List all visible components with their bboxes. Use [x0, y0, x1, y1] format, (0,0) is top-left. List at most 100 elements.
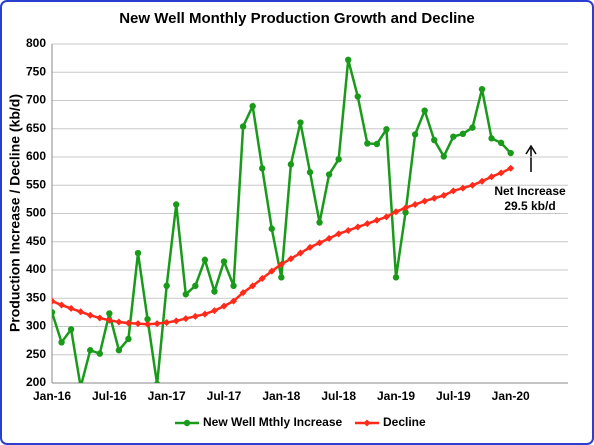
point	[363, 419, 371, 427]
point	[469, 124, 476, 131]
point	[440, 191, 448, 199]
y-tick-label: 500	[26, 206, 46, 220]
chart-title: New Well Monthly Production Growth and D…	[119, 10, 475, 27]
x-tick-label: Jan-16	[33, 389, 71, 403]
point	[488, 173, 496, 181]
point	[345, 56, 352, 64]
point	[421, 197, 429, 205]
point	[58, 339, 65, 346]
point	[96, 314, 104, 322]
point	[230, 282, 237, 290]
point	[182, 291, 189, 298]
point	[497, 169, 505, 177]
point	[268, 267, 276, 275]
point	[325, 234, 333, 242]
point	[411, 131, 419, 138]
point	[364, 140, 371, 147]
point	[154, 380, 161, 383]
y-tick-label: 400	[26, 262, 46, 276]
point	[192, 282, 199, 290]
point	[373, 216, 381, 224]
point	[507, 149, 514, 157]
point	[58, 301, 66, 309]
point	[402, 209, 409, 216]
x-tick-label: Jul-17	[207, 389, 242, 403]
point	[363, 220, 371, 228]
point	[507, 164, 515, 172]
point	[144, 315, 151, 323]
y-tick-label: 550	[26, 177, 46, 191]
point	[459, 184, 467, 192]
point	[115, 347, 123, 354]
point	[354, 223, 362, 231]
point	[392, 208, 400, 216]
point	[220, 302, 228, 310]
point	[440, 153, 447, 160]
point	[497, 139, 505, 147]
point	[449, 187, 457, 195]
point	[172, 317, 180, 325]
point	[392, 274, 400, 281]
point	[277, 260, 285, 268]
y-tick-label: 300	[26, 319, 46, 333]
point	[430, 194, 438, 202]
y-tick-label: 800	[26, 36, 46, 50]
y-tick-label: 600	[26, 149, 46, 163]
point	[411, 200, 419, 208]
point	[259, 165, 266, 172]
point	[124, 319, 132, 327]
point	[297, 119, 304, 126]
point	[239, 123, 247, 130]
y-tick-label: 450	[26, 234, 46, 248]
y-tick-label: 750	[26, 64, 46, 78]
point	[230, 297, 238, 305]
point	[201, 310, 209, 318]
point	[325, 171, 333, 178]
plot-area	[52, 56, 515, 383]
point	[306, 243, 314, 251]
x-tick-label: Jul-16	[92, 389, 127, 403]
point	[87, 347, 94, 354]
x-tick-label: Jul-19	[436, 389, 471, 403]
point	[77, 308, 85, 316]
point	[210, 307, 218, 315]
y-axis-label: Production Increase / Decline (kb/d)	[7, 94, 23, 332]
point	[106, 310, 113, 317]
point	[144, 320, 152, 328]
point	[335, 156, 342, 163]
point	[468, 181, 476, 189]
point	[183, 419, 191, 427]
point	[402, 204, 410, 212]
point	[191, 312, 199, 320]
point	[163, 319, 171, 327]
point	[134, 249, 142, 257]
point	[306, 169, 314, 176]
point	[67, 304, 75, 312]
y-tick-label: 250	[26, 347, 46, 361]
point	[211, 288, 218, 295]
y-tick-label: 700	[26, 93, 46, 107]
point	[335, 230, 343, 238]
point	[478, 177, 486, 185]
x-tick-label: Jan-18	[262, 389, 300, 403]
point	[249, 282, 257, 290]
x-tick-label: Jan-19	[377, 389, 415, 403]
point	[287, 255, 295, 263]
point	[249, 102, 256, 110]
y-tick-label: 200	[26, 375, 46, 389]
point	[296, 249, 304, 257]
point	[125, 335, 132, 343]
point	[173, 201, 180, 208]
annotation: Net Increase	[494, 184, 566, 198]
annotation-arrow	[525, 144, 537, 172]
x-tick-label: Jul-18	[321, 389, 356, 403]
y-tick-label: 650	[26, 121, 46, 135]
point	[201, 256, 209, 264]
point	[421, 107, 428, 114]
point	[278, 274, 285, 281]
point	[96, 350, 103, 357]
point	[67, 326, 75, 333]
point	[431, 136, 438, 144]
